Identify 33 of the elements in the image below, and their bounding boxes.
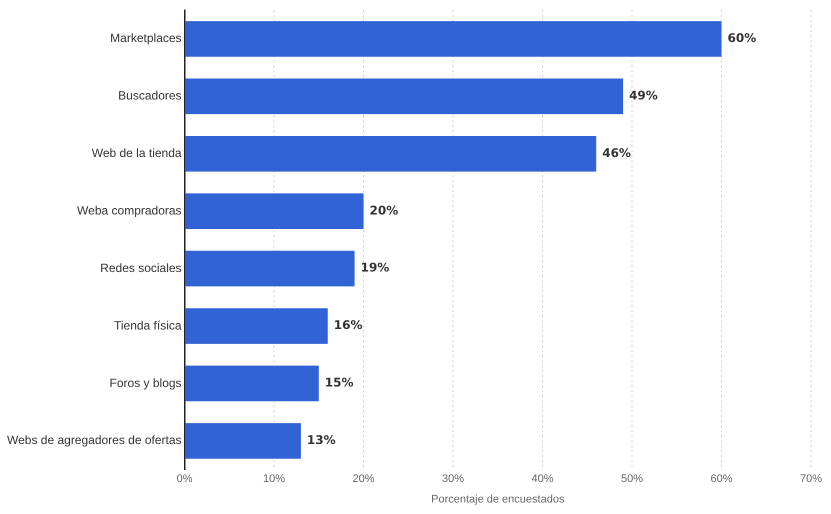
bar xyxy=(185,308,328,344)
y-tick-label: Webs de agregadores de ofertas xyxy=(6,433,182,448)
x-tick-label: 40% xyxy=(532,473,554,486)
y-tick-label: Weba compradoras xyxy=(77,204,182,218)
data-label: 13% xyxy=(306,433,336,448)
data-label: 20% xyxy=(370,203,398,218)
y-tick-label: Web de la tienda xyxy=(92,146,182,160)
bar xyxy=(185,21,722,57)
data-label: 46% xyxy=(602,146,631,160)
bar xyxy=(185,136,596,172)
bar xyxy=(185,78,624,114)
bar xyxy=(185,366,319,402)
data-label: 49% xyxy=(629,88,658,102)
bar xyxy=(185,193,364,229)
x-tick-label: 0% xyxy=(176,473,193,486)
data-label: 60% xyxy=(728,31,756,46)
y-tick-label: Buscadores xyxy=(118,88,182,103)
y-tick-label: Redes sociales xyxy=(100,260,182,275)
data-label: 19% xyxy=(360,260,390,275)
x-tick-label: 60% xyxy=(710,473,733,486)
x-tick-label: 30% xyxy=(442,473,464,486)
data-label: 16% xyxy=(334,318,362,332)
bar xyxy=(185,423,301,459)
y-tick-label: Marketplaces xyxy=(110,31,182,46)
y-tick-label: Foros y blogs xyxy=(110,376,182,390)
x-tick-label: 50% xyxy=(621,473,644,486)
x-axis-title: Porcentaje de encuestados xyxy=(431,493,565,506)
x-tick-label: 70% xyxy=(800,473,822,486)
data-label: 15% xyxy=(324,376,354,390)
bar xyxy=(185,250,355,286)
x-tick-label: 10% xyxy=(263,473,286,486)
x-tick-label: 20% xyxy=(352,473,375,486)
y-tick-label: Tienda física xyxy=(114,318,182,332)
